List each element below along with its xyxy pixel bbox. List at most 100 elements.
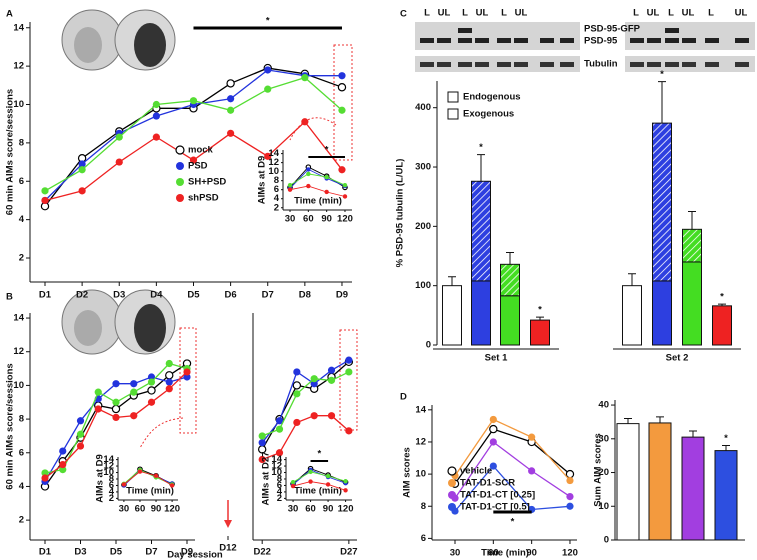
y-tick-label: 300 (415, 162, 431, 173)
y-tick-label: 4 (19, 481, 25, 492)
data-point (76, 417, 85, 425)
error-bar (656, 416, 664, 423)
data-point (489, 415, 497, 424)
error-bar (688, 211, 696, 230)
data-point (325, 482, 331, 487)
significance-label: * (724, 433, 728, 444)
x-tick-label: D6 (225, 290, 237, 301)
legend-marker (447, 466, 457, 476)
x-tick-label: D7 (145, 547, 157, 558)
series-line (292, 468, 346, 485)
lane-label: UL (735, 8, 748, 19)
lane-label: L (501, 8, 507, 19)
brain-image-b (61, 289, 176, 355)
data-point (310, 412, 318, 420)
data-point (147, 398, 156, 406)
x-tick-label: D22 (253, 547, 270, 558)
y-tick-label: 14 (13, 22, 24, 33)
bar (652, 280, 672, 346)
bar (530, 319, 550, 346)
x-axis-label: Time (min) (126, 486, 174, 497)
lane-label: UL (647, 8, 660, 19)
blot-row-label: PSD-95-GFP (584, 24, 641, 35)
data-point (121, 482, 127, 487)
y-tick-label: 2 (277, 493, 282, 504)
x-tick-label: D7 (262, 290, 274, 301)
lane-label: UL (682, 8, 695, 19)
data-point (41, 474, 49, 482)
data-point (147, 378, 156, 386)
error-bar (448, 276, 456, 286)
panel-label: C (400, 9, 407, 20)
significance-label: * (538, 305, 542, 316)
data-point (489, 424, 498, 434)
y-tick-label: 6 (277, 480, 282, 491)
y-tick-label: 14 (271, 454, 282, 465)
x-tick-label: 120 (337, 214, 353, 225)
x-tick-label: 120 (338, 504, 354, 515)
series-line (289, 168, 346, 189)
lane-label: UL (476, 8, 489, 19)
error-bar (624, 418, 632, 424)
legend-label: Exogenous (463, 109, 514, 120)
data-point (338, 166, 346, 174)
y-tick-label: 12 (271, 461, 282, 472)
data-point (528, 433, 536, 441)
data-point (565, 469, 575, 479)
data-point (189, 156, 198, 164)
lane-label: L (668, 8, 674, 19)
y-tick-label: 400 (415, 102, 431, 113)
y-tick-label: 10 (13, 99, 24, 110)
legend-marker (448, 503, 456, 511)
bar (682, 261, 702, 346)
series-line (454, 465, 571, 512)
legend-marker (448, 479, 456, 487)
data-point (111, 404, 121, 414)
x-axis-label: Time (min) (294, 196, 342, 207)
legend-marker (448, 491, 456, 499)
legend-label: TAT-D1-SCR (460, 478, 515, 489)
bar (442, 285, 462, 346)
data-point (301, 74, 309, 82)
data-point (183, 368, 191, 376)
y-tick-label: 100 (415, 280, 431, 291)
data-point (306, 167, 311, 172)
data-point (41, 187, 49, 195)
x-tick-label: 120 (562, 548, 578, 559)
data-point (258, 455, 266, 464)
y-tick-label: 6 (421, 533, 426, 544)
error-bar (718, 303, 726, 306)
y-tick-label: 8 (421, 501, 426, 512)
significance-label: * (325, 145, 329, 156)
series-line (289, 173, 346, 186)
bar (471, 180, 491, 282)
series-line (123, 471, 173, 486)
y-tick-label: 0 (426, 340, 431, 351)
y-tick-label: 4 (19, 214, 25, 225)
data-point (115, 158, 123, 166)
data-point (342, 182, 348, 188)
x-tick-label: D3 (74, 547, 86, 558)
data-point (275, 425, 284, 433)
data-point (293, 418, 301, 427)
data-point (566, 476, 574, 485)
y-tick-label: 14 (268, 148, 279, 159)
x-tick-label: 60 (305, 504, 316, 515)
y-tick-label: 10 (415, 469, 426, 480)
y-tick-label: 20 (598, 467, 609, 478)
bar (682, 228, 702, 263)
data-point (338, 106, 346, 114)
data-point (165, 371, 174, 380)
data-point (165, 385, 173, 393)
data-point (566, 493, 574, 501)
error-bar (689, 430, 697, 438)
x-tick-label: D1 (39, 290, 52, 301)
data-point (94, 388, 102, 396)
series-line (454, 418, 571, 481)
data-point (78, 166, 86, 174)
data-point (327, 412, 336, 420)
y-tick-label: 10 (271, 467, 282, 478)
y-tick-label: 2 (109, 493, 114, 504)
data-point (327, 376, 336, 384)
y-tick-label: 6 (19, 447, 24, 458)
